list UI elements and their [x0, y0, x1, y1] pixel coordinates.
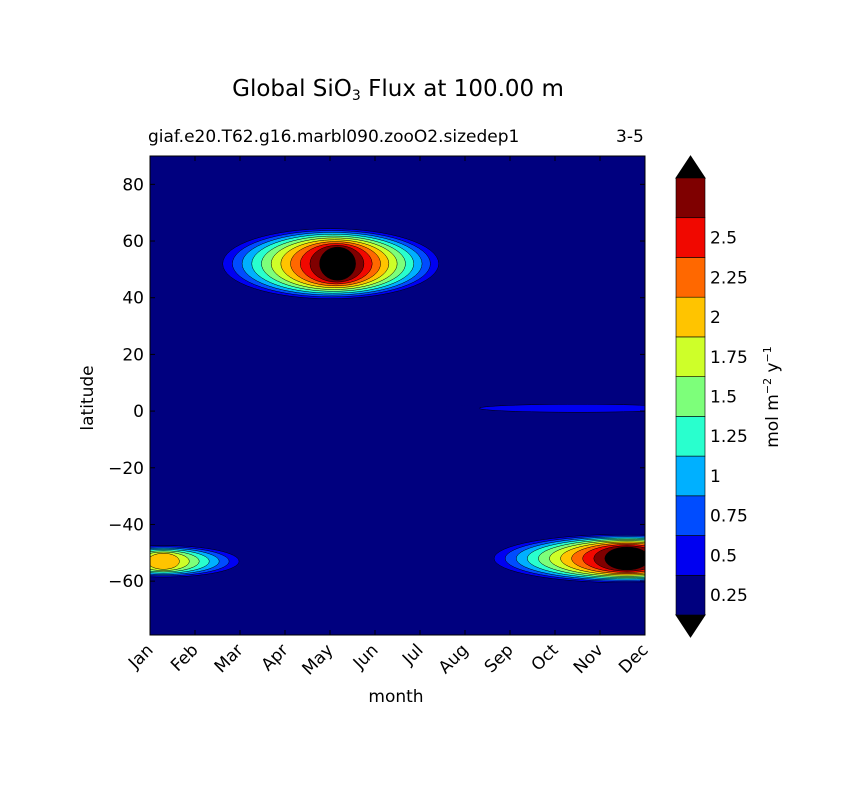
x-tick-label-jul: Jul — [398, 640, 427, 669]
x-tick-label-may: May — [299, 640, 338, 679]
x-tick-label-apr: Apr — [258, 640, 293, 675]
y-tick-label-2: 40 — [122, 289, 144, 309]
colorbar-tick-label-0: 0.25 — [710, 586, 748, 606]
y-axis: 80 60 40 20 0 −20 −40 −60 — [108, 175, 645, 592]
case-name-subtitle: giaf.e20.T62.g16.marbl090.zooO2.sizedep1 — [148, 127, 520, 147]
colorbar-segment-0 — [675, 574, 706, 616]
x-axis-label: month — [368, 687, 424, 707]
colorbar-tick-label-6: 1.75 — [710, 348, 748, 368]
colorbar-segment-10 — [675, 177, 706, 219]
x-tick-label-sep: Sep — [481, 640, 518, 677]
contour-northern-spring-bloom-11 — [319, 246, 356, 281]
colorbar-segment-9 — [675, 217, 706, 258]
year-range-subtitle: 3-5 — [616, 127, 644, 147]
y-tick-label-1: 60 — [122, 232, 144, 252]
x-tick-label-jun: Jun — [349, 640, 383, 674]
colorbar-segment-4 — [675, 416, 706, 457]
x-tick-label-oct: Oct — [528, 640, 563, 675]
colorbar-segment-2 — [675, 495, 706, 536]
x-tick-label-aug: Aug — [435, 640, 473, 678]
colorbar-segment-7 — [675, 296, 706, 338]
contour-fields — [150, 156, 645, 635]
x-tick-label-mar: Mar — [211, 640, 248, 677]
colorbar-under-arrow — [675, 614, 706, 638]
y-tick-label-3: 20 — [122, 345, 144, 365]
colorbar-tick-label-9: 2.5 — [710, 229, 737, 249]
colorbar-tick-label-4: 1.25 — [710, 427, 748, 447]
colorbar-tick-label-2: 0.75 — [710, 507, 748, 527]
colorbar-over-arrow — [675, 155, 706, 179]
colorbar-tick-label-7: 2 — [710, 308, 721, 328]
contour-southern-Jan-Feb-band-7 — [150, 553, 180, 570]
y-tick-label-6: −40 — [108, 515, 144, 535]
colorbar-segment-5 — [675, 376, 706, 417]
x-tick-label-jan: Jan — [124, 640, 157, 673]
colorbar-segment-3 — [675, 455, 706, 497]
contour-southern-summer-bloom-11 — [604, 546, 645, 571]
y-tick-label-0: 80 — [122, 175, 144, 195]
plot-frame — [149, 155, 646, 636]
colorbar-segment-1 — [675, 535, 706, 576]
contour-equatorial-band-1 — [479, 404, 645, 413]
colorbar: 0.25 0.5 0.75 1 1.25 1.5 1.75 2 2.25 2.5 — [675, 155, 748, 638]
y-tick-label-5: −20 — [108, 459, 144, 479]
y-tick-label-4: 0 — [133, 402, 144, 422]
x-tick-label-dec: Dec — [615, 640, 652, 677]
colorbar-segment-6 — [675, 336, 706, 377]
colorbar-segment-8 — [675, 257, 706, 298]
colorbar-tick-label-1: 0.5 — [710, 546, 737, 566]
colorbar-tick-label-3: 1 — [710, 467, 721, 487]
y-tick-label-7: −60 — [108, 572, 144, 592]
colorbar-tick-label-8: 2.25 — [710, 268, 748, 288]
chart-title: Global SiO3 Flux at 100.00 m — [232, 76, 564, 104]
colorbar-tick-label-5: 1.5 — [710, 388, 737, 408]
x-tick-label-nov: Nov — [570, 640, 608, 678]
x-tick-label-feb: Feb — [167, 640, 202, 675]
